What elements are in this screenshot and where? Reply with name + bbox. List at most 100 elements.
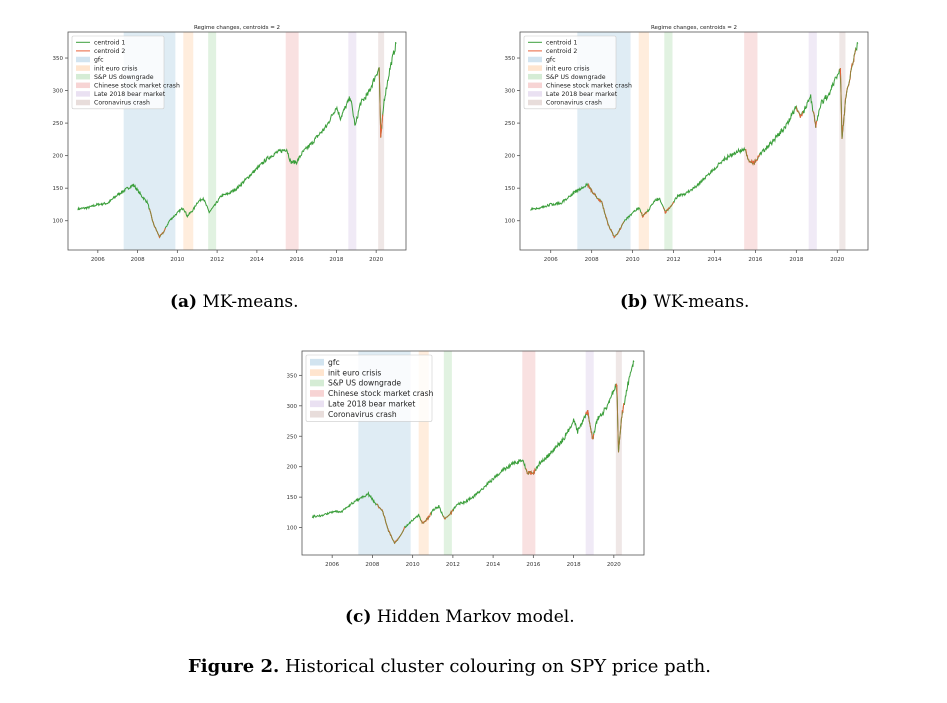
chart-wk-means: 2006 2008 2010 2012 2014 2016 2018 2020 100 150 20…	[480, 20, 872, 270]
caption-b: (b) WK-means.	[620, 292, 750, 312]
legend-box	[71, 35, 165, 110]
legend-label-5: Chinese stock market crash	[546, 82, 632, 89]
legend-label-1: centroid 2	[546, 48, 577, 55]
legend-label-5: Chinese stock market crash	[94, 82, 180, 89]
series-line-mix-4	[796, 106, 803, 115]
y-tick-label-0: 100	[287, 526, 298, 532]
plot-frame	[519, 31, 869, 251]
y-tick-label-2: 200	[287, 465, 298, 471]
legend-swatch-5	[310, 410, 324, 418]
x-tick-label-4: 2014	[486, 562, 500, 568]
y-tick-label-2: 200	[53, 154, 64, 160]
legend-label-4: S&P US downgrade	[546, 74, 606, 81]
x-tick-label-2: 2010	[626, 257, 640, 263]
x-tick-label-3: 2012	[667, 257, 681, 263]
legend-swatch-5	[528, 82, 542, 89]
legend-label-0: centroid 1	[546, 39, 577, 46]
legend-label-2: gfc	[546, 57, 556, 64]
legend-swatch-6	[528, 91, 542, 97]
regime-band-3	[285, 32, 299, 250]
legend-swatch-3	[528, 65, 542, 71]
x-tick-label-1: 2008	[585, 257, 599, 263]
legend-label-7: Coronavirus crash	[94, 100, 150, 107]
chart-title: Regime changes, centroids = 2	[651, 25, 737, 31]
series-line-mix-6	[839, 48, 856, 139]
series-line-1	[77, 42, 397, 239]
x-tick-label-5: 2016	[748, 257, 762, 263]
legend-swatch-3	[310, 390, 324, 397]
x-tick-label-0: 2006	[91, 257, 105, 263]
legend-label-3: Chinese stock market crash	[328, 389, 434, 398]
legend-box	[305, 354, 433, 422]
legend-label-6: Late 2018 bear market	[94, 91, 166, 98]
chart-svg-a: 2006 2008 2010 2012 2014 2016 2018 2020 100 150 20…	[53, 25, 407, 263]
x-tick-label-3: 2012	[446, 562, 460, 568]
regime-band-4	[348, 32, 357, 250]
x-tick-label-6: 2018	[789, 257, 803, 263]
legend-swatch-3	[76, 65, 90, 71]
y-tick-label-3: 250	[287, 434, 298, 440]
regime-band-3	[744, 32, 758, 250]
series-line-mix-1	[420, 516, 430, 524]
legend-swatch-6	[76, 91, 90, 97]
legend-label-3: init euro crisis	[94, 65, 137, 72]
legend-swatch-4	[528, 73, 542, 80]
x-tick-label-6: 2018	[567, 562, 581, 568]
series-line-1	[530, 42, 859, 239]
regime-band-1	[418, 351, 429, 555]
chart-title: Regime changes, centroids = 2	[194, 25, 280, 31]
legend-swatch-2	[528, 56, 542, 63]
plot-frame	[67, 31, 407, 251]
series-line-mix-4	[585, 413, 594, 439]
chart-hidden-markov: 2006 2008 2010 2012 2014 2016 2018 2020 100 150 20…	[262, 345, 648, 575]
series-line-mix-1	[640, 211, 648, 217]
regime-band-4	[808, 32, 817, 250]
x-tick-label-2: 2010	[406, 562, 420, 568]
legend-label-7: Coronavirus crash	[546, 100, 602, 107]
legend-label-2: gfc	[94, 57, 104, 64]
regime-band-2	[208, 32, 217, 250]
x-tick-label-3: 2012	[210, 257, 224, 263]
x-tick-label-7: 2020	[607, 562, 621, 568]
legend-label-1: init euro crisis	[328, 368, 381, 377]
regime-band-4	[585, 351, 594, 555]
legend-label-0: centroid 1	[94, 39, 125, 46]
legend-swatch-0	[310, 358, 324, 366]
legend-label-5: Coronavirus crash	[328, 410, 397, 419]
chart-svg-c: 2006 2008 2010 2012 2014 2016 2018 2020 100 150 20…	[287, 350, 645, 568]
legend-box	[523, 35, 617, 110]
series-line-mix-0	[376, 503, 404, 544]
regime-band-1	[638, 32, 649, 250]
legend-label-6: Late 2018 bear market	[546, 91, 618, 98]
y-tick-label-3: 250	[505, 121, 516, 127]
x-tick-label-4: 2014	[250, 257, 264, 263]
y-tick-label-1: 150	[53, 186, 64, 192]
caption-a: (a) MK-means.	[170, 292, 299, 312]
legend-swatch-4	[76, 73, 90, 80]
legend-label-4: S&P US downgrade	[94, 74, 154, 81]
series-line-mix-3	[744, 149, 760, 165]
y-tick-label-5: 350	[53, 56, 64, 62]
x-tick-label-0: 2006	[325, 562, 339, 568]
regime-band-5	[615, 351, 622, 555]
x-tick-label-2: 2010	[170, 257, 184, 263]
series-line-mix-5	[812, 110, 817, 128]
legend-label-2: S&P US downgrade	[328, 379, 401, 388]
chart-svg-b: 2006 2008 2010 2012 2014 2016 2018 2020 100 150 20…	[505, 25, 869, 263]
regime-band-1	[183, 32, 194, 250]
legend-swatch-4	[310, 400, 324, 408]
x-tick-label-0: 2006	[544, 257, 558, 263]
plot-frame	[301, 350, 645, 556]
x-tick-label-7: 2020	[369, 257, 383, 263]
series-line-1	[311, 360, 635, 545]
y-tick-label-4: 300	[505, 89, 516, 95]
legend-swatch-7	[528, 99, 542, 106]
x-tick-label-1: 2008	[365, 562, 379, 568]
y-tick-label-4: 300	[287, 404, 298, 410]
caption-c: (c) Hidden Markov model.	[345, 607, 575, 627]
legend-swatch-5	[76, 82, 90, 89]
x-tick-label-4: 2014	[707, 257, 721, 263]
regime-band-5	[839, 32, 846, 250]
legend-swatch-2	[310, 379, 324, 387]
x-tick-label-6: 2018	[329, 257, 343, 263]
